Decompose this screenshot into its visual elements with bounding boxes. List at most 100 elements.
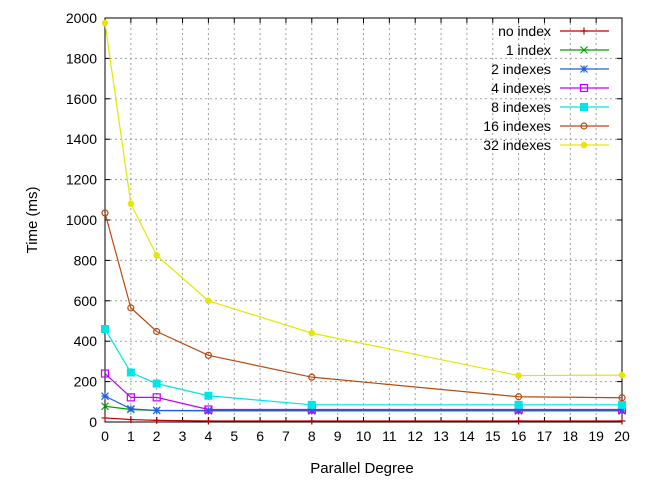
data-point xyxy=(205,297,212,304)
x-tick-label: 8 xyxy=(308,428,316,444)
data-point xyxy=(152,393,161,402)
x-tick-label: 2 xyxy=(153,428,161,444)
legend-marker xyxy=(580,46,588,54)
y-tick-label: 1400 xyxy=(66,131,97,147)
data-point xyxy=(101,402,109,411)
data-point xyxy=(515,372,522,379)
x-tick-label: 19 xyxy=(588,428,604,444)
x-tick-label: 16 xyxy=(511,428,527,444)
series-16-indexes xyxy=(101,209,626,402)
legend-label: 2 indexes xyxy=(491,61,551,77)
y-tick-label: 1800 xyxy=(66,50,97,66)
legend-marker xyxy=(580,65,588,73)
data-point xyxy=(514,400,523,409)
data-point xyxy=(204,391,213,400)
data-point xyxy=(618,371,626,379)
series-2-indexes xyxy=(101,392,626,415)
legend-entry: 4 indexes xyxy=(491,80,609,96)
y-tick-label: 1200 xyxy=(66,172,97,188)
y-axis-label: Time (ms) xyxy=(24,187,41,254)
x-tick-label: 3 xyxy=(179,428,187,444)
data-point xyxy=(127,416,135,424)
x-axis-label: Parallel Degree xyxy=(310,460,413,477)
legend-marker xyxy=(580,122,588,130)
series xyxy=(100,19,627,425)
series-line xyxy=(104,212,623,399)
x-tick-label: 1 xyxy=(127,428,135,444)
data-point xyxy=(126,404,135,413)
legend-marker xyxy=(579,83,589,93)
data-point xyxy=(204,406,213,415)
series-4-indexes xyxy=(100,369,627,414)
x-tick-label: 9 xyxy=(334,428,342,444)
x-tick-label: 12 xyxy=(407,428,423,444)
data-point xyxy=(100,369,110,378)
series-no-index xyxy=(101,414,626,425)
data-point xyxy=(308,329,315,337)
axes: 0 1 2 3 4 5 6 7 8 9 10 11 12 13 14 15 16 17 18 19 2002004006… xyxy=(66,10,630,444)
x-tick-label: 5 xyxy=(230,428,238,444)
y-tick-label: 1000 xyxy=(66,212,97,228)
x-tick-label: 18 xyxy=(563,428,579,444)
legend-label: no index xyxy=(498,23,551,39)
x-tick-label: 15 xyxy=(485,428,501,444)
y-tick-label: 200 xyxy=(74,374,98,390)
series-8-indexes xyxy=(101,325,626,409)
data-point xyxy=(127,304,135,312)
data-point xyxy=(101,392,109,401)
x-tick-label: 7 xyxy=(282,428,290,444)
y-tick-label: 400 xyxy=(74,333,98,349)
data-point xyxy=(127,200,135,208)
data-point xyxy=(153,327,161,336)
legend-marker xyxy=(580,103,588,111)
legend-entry: 32 indexes xyxy=(483,137,609,153)
data-point xyxy=(514,406,523,415)
legend-entry: no index xyxy=(498,23,609,39)
x-tick-label: 17 xyxy=(537,428,553,444)
legend-label: 8 indexes xyxy=(491,99,551,115)
data-point xyxy=(153,252,160,259)
data-point xyxy=(126,368,135,377)
data-point xyxy=(204,351,212,359)
legend-label: 1 index xyxy=(506,42,551,58)
data-point xyxy=(126,393,135,402)
y-tick-label: 800 xyxy=(74,252,98,268)
legend-entry: 8 indexes xyxy=(491,99,609,115)
data-point xyxy=(101,325,109,334)
x-tick-label: 11 xyxy=(382,428,397,444)
data-point xyxy=(618,406,626,415)
x-tick-label: 13 xyxy=(433,428,449,444)
x-tick-label: 4 xyxy=(205,428,213,444)
legend-label: 4 indexes xyxy=(491,80,551,96)
series-line xyxy=(104,373,622,411)
series-32-indexes xyxy=(101,19,626,379)
legend-entry: 2 indexes xyxy=(491,61,609,77)
x-tick-label: 20 xyxy=(614,428,630,444)
grid xyxy=(105,18,622,422)
data-point xyxy=(101,414,109,422)
data-point xyxy=(153,416,161,424)
data-point xyxy=(101,19,109,27)
x-tick-label: 0 xyxy=(101,428,109,444)
data-point xyxy=(308,417,316,425)
y-tick-label: 0 xyxy=(89,414,97,430)
data-point xyxy=(515,417,523,425)
data-point xyxy=(152,379,161,388)
legend-marker xyxy=(580,27,588,35)
y-tick-label: 2000 xyxy=(66,10,97,26)
data-point xyxy=(618,400,626,409)
y-tick-label: 600 xyxy=(74,293,98,309)
data-point xyxy=(308,373,316,381)
data-point xyxy=(204,417,212,425)
legend: no index 1 index 2 indexes 4 indexes 8 index… xyxy=(483,23,609,153)
legend-marker xyxy=(580,141,588,149)
x-tick-label: 6 xyxy=(256,428,264,444)
data-point xyxy=(204,405,213,414)
data-point xyxy=(101,209,109,217)
legend-label: 32 indexes xyxy=(483,137,551,153)
legend-label: 16 indexes xyxy=(483,118,551,134)
data-point xyxy=(307,406,316,415)
data-point xyxy=(618,417,626,425)
